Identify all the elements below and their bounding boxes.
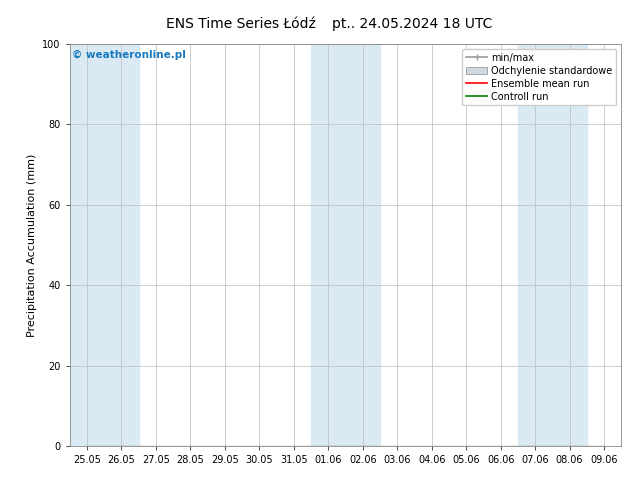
Legend: min/max, Odchylenie standardowe, Ensemble mean run, Controll run: min/max, Odchylenie standardowe, Ensembl… [462, 49, 616, 105]
Text: © weatheronline.pl: © weatheronline.pl [72, 50, 186, 60]
Text: ENS Time Series Łódź: ENS Time Series Łódź [166, 17, 316, 31]
Bar [311, 44, 380, 446]
Bar [518, 44, 587, 446]
Bar [70, 44, 139, 446]
Text: pt.. 24.05.2024 18 UTC: pt.. 24.05.2024 18 UTC [332, 17, 492, 31]
Y-axis label: Precipitation Accumulation (mm): Precipitation Accumulation (mm) [27, 153, 37, 337]
